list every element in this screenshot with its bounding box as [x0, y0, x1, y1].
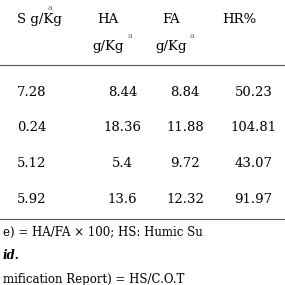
- Text: HR%: HR%: [222, 13, 256, 26]
- Text: 9.72: 9.72: [170, 157, 200, 170]
- Text: 5.12: 5.12: [17, 157, 46, 170]
- Text: g/Kg: g/Kg: [155, 40, 187, 53]
- Text: 43.07: 43.07: [235, 157, 273, 170]
- Text: a: a: [47, 4, 52, 12]
- Text: 0.24: 0.24: [17, 121, 46, 135]
- Text: 18.36: 18.36: [103, 121, 142, 135]
- Text: 12.32: 12.32: [166, 193, 204, 206]
- Text: id.: id.: [3, 249, 20, 262]
- Text: S g/Kg: S g/Kg: [17, 13, 62, 26]
- Text: e) = HA/FA × 100; HS: Humic Su: e) = HA/FA × 100; HS: Humic Su: [3, 226, 203, 239]
- Text: 8.84: 8.84: [170, 86, 200, 99]
- Text: g/Kg: g/Kg: [93, 40, 124, 53]
- Text: a: a: [127, 32, 132, 40]
- Text: 7.28: 7.28: [17, 86, 46, 99]
- Text: 5.4: 5.4: [112, 157, 133, 170]
- Text: 8.44: 8.44: [108, 86, 137, 99]
- Text: FA: FA: [162, 13, 180, 26]
- Text: a: a: [190, 32, 195, 40]
- Text: mification Report) = HS/C.O.T: mification Report) = HS/C.O.T: [3, 273, 184, 285]
- Text: HA: HA: [98, 13, 119, 26]
- Text: 5.92: 5.92: [17, 193, 46, 206]
- Text: 91.97: 91.97: [235, 193, 273, 206]
- Text: 13.6: 13.6: [108, 193, 137, 206]
- Text: 104.81: 104.81: [231, 121, 277, 135]
- Text: 50.23: 50.23: [235, 86, 272, 99]
- Text: 11.88: 11.88: [166, 121, 204, 135]
